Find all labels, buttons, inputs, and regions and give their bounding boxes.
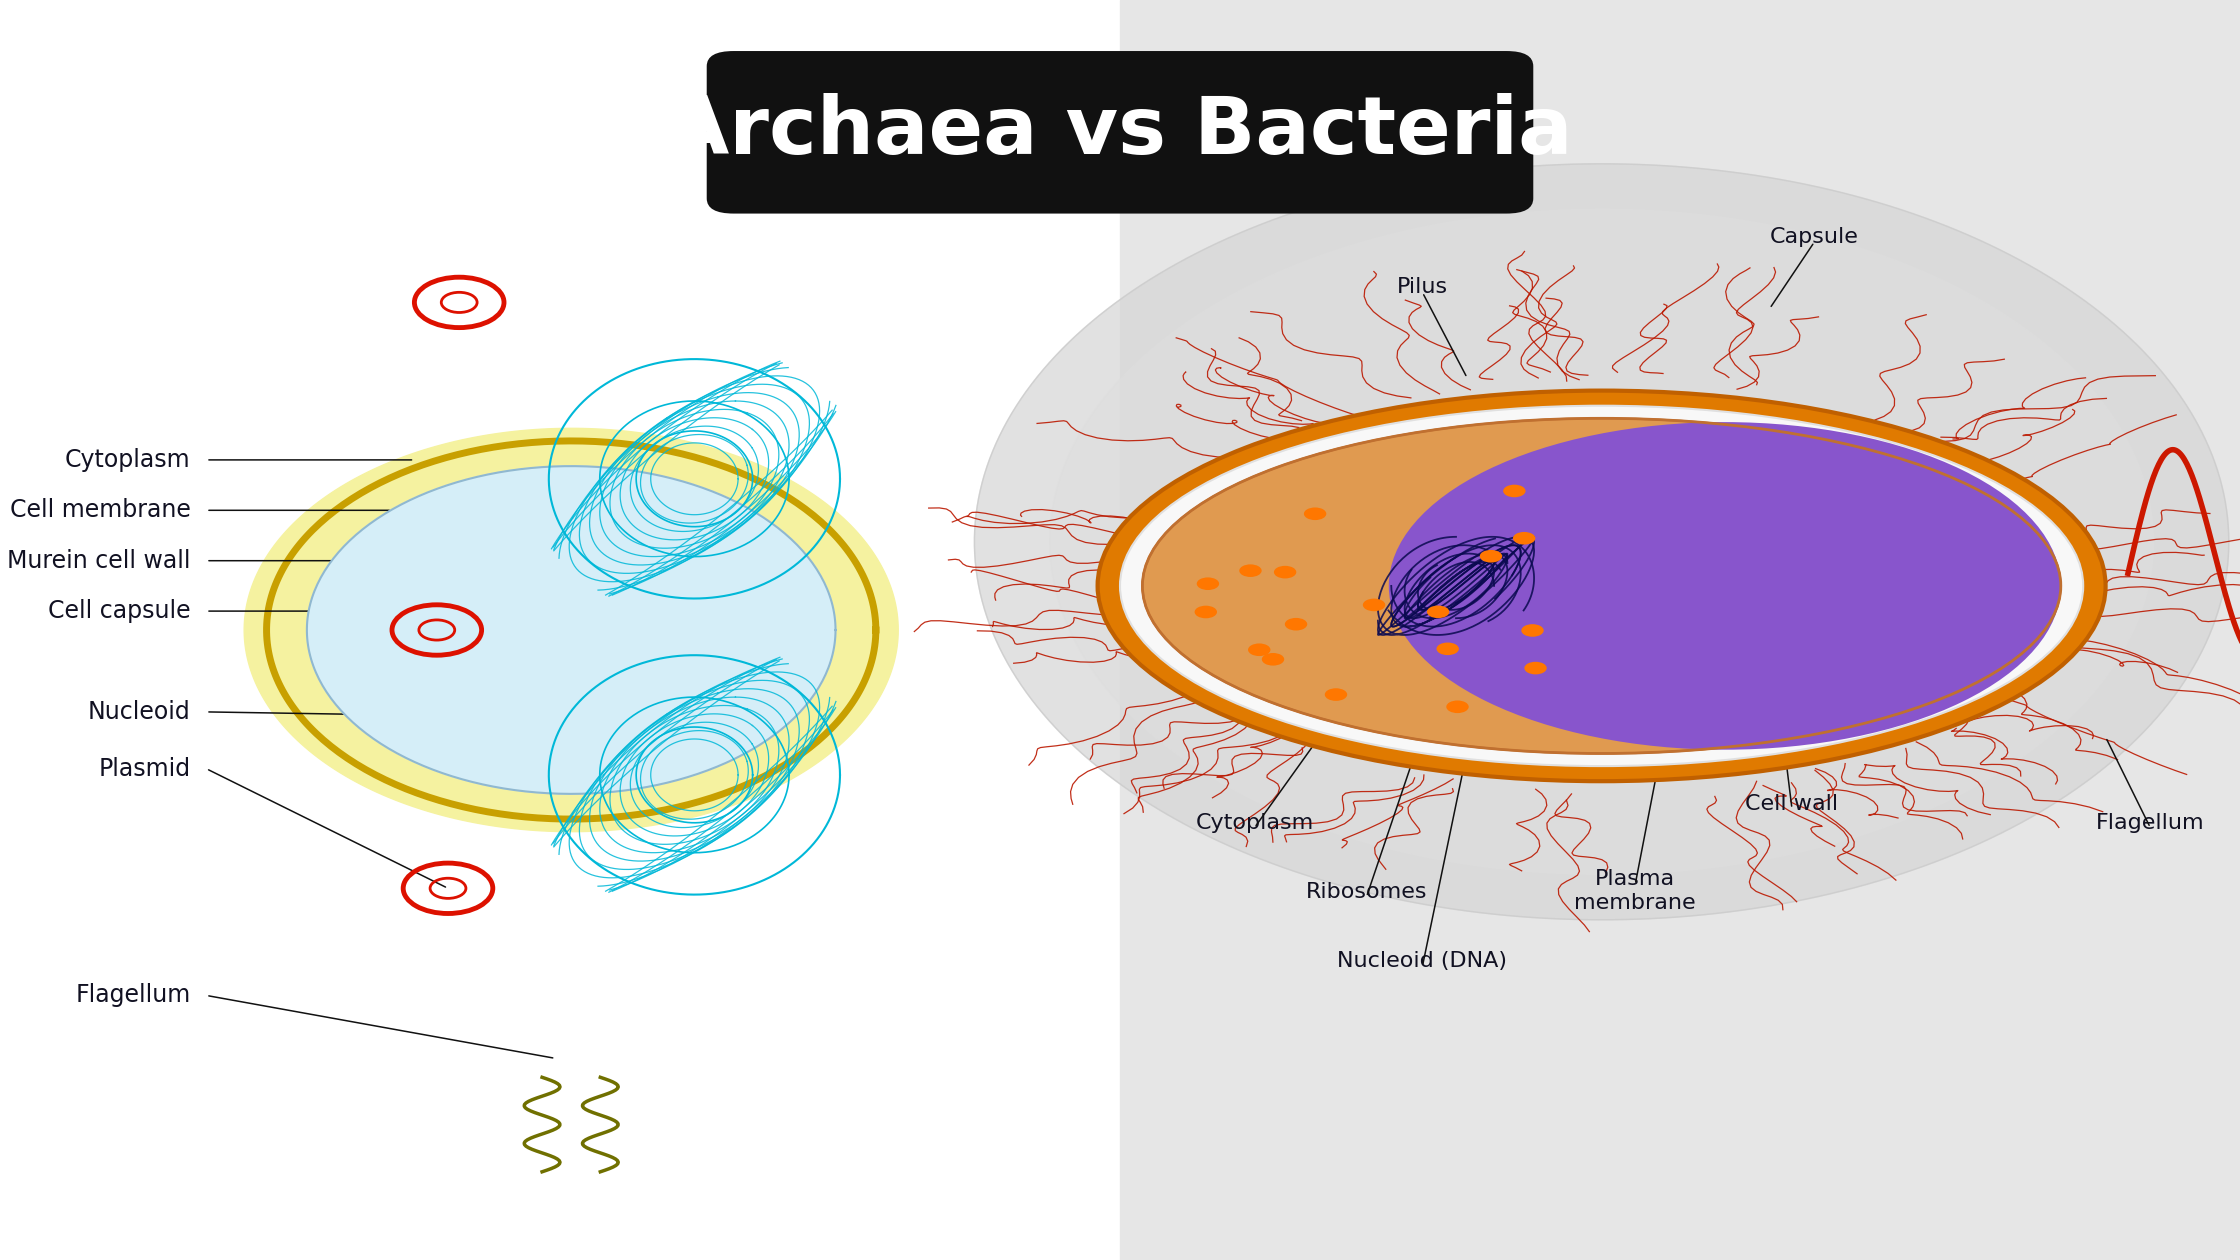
- Circle shape: [1248, 644, 1270, 656]
- Circle shape: [1261, 653, 1284, 665]
- Ellipse shape: [1098, 391, 2106, 781]
- Polygon shape: [244, 428, 898, 832]
- Text: Flagellum: Flagellum: [2097, 813, 2204, 833]
- Ellipse shape: [1142, 418, 2061, 753]
- Polygon shape: [1051, 209, 2153, 874]
- Text: Nucleoid (DNA): Nucleoid (DNA): [1337, 951, 1508, 971]
- Polygon shape: [974, 164, 2229, 920]
- Text: Cell wall: Cell wall: [1745, 794, 1839, 814]
- Text: Murein cell wall: Murein cell wall: [7, 548, 190, 573]
- Text: Pilus: Pilus: [1398, 277, 1447, 297]
- Polygon shape: [307, 466, 836, 794]
- Circle shape: [1304, 508, 1326, 520]
- Circle shape: [1447, 701, 1469, 713]
- Text: Cytoplasm: Cytoplasm: [1196, 813, 1313, 833]
- Circle shape: [1196, 577, 1219, 590]
- Circle shape: [1503, 485, 1525, 498]
- Text: Archaea vs Bacteria: Archaea vs Bacteria: [668, 93, 1572, 171]
- Circle shape: [1362, 598, 1384, 611]
- Ellipse shape: [1120, 406, 2083, 766]
- Text: Cell membrane: Cell membrane: [9, 498, 190, 523]
- Circle shape: [1275, 566, 1297, 578]
- Circle shape: [1324, 688, 1346, 701]
- Circle shape: [1286, 617, 1308, 630]
- Text: Flagellum: Flagellum: [76, 983, 190, 1008]
- Circle shape: [1239, 564, 1261, 577]
- Circle shape: [1521, 624, 1543, 636]
- Bar: [1120, 0, 2240, 1260]
- FancyBboxPatch shape: [708, 50, 1532, 213]
- Text: Capsule: Capsule: [1770, 227, 1859, 247]
- Circle shape: [1427, 606, 1449, 619]
- Bar: [0, 0, 1120, 1260]
- Text: Cytoplasm: Cytoplasm: [65, 447, 190, 472]
- Circle shape: [1194, 606, 1216, 619]
- Text: Ribosomes: Ribosomes: [1306, 882, 1427, 902]
- Text: Plasma
membrane: Plasma membrane: [1575, 869, 1696, 912]
- Circle shape: [1525, 662, 1548, 674]
- Ellipse shape: [1389, 422, 2061, 750]
- Circle shape: [1512, 532, 1534, 544]
- Circle shape: [1436, 643, 1458, 655]
- Text: Plasmid: Plasmid: [99, 756, 190, 781]
- Text: Nucleoid: Nucleoid: [87, 699, 190, 724]
- Text: Cell capsule: Cell capsule: [47, 598, 190, 624]
- Circle shape: [1481, 549, 1503, 562]
